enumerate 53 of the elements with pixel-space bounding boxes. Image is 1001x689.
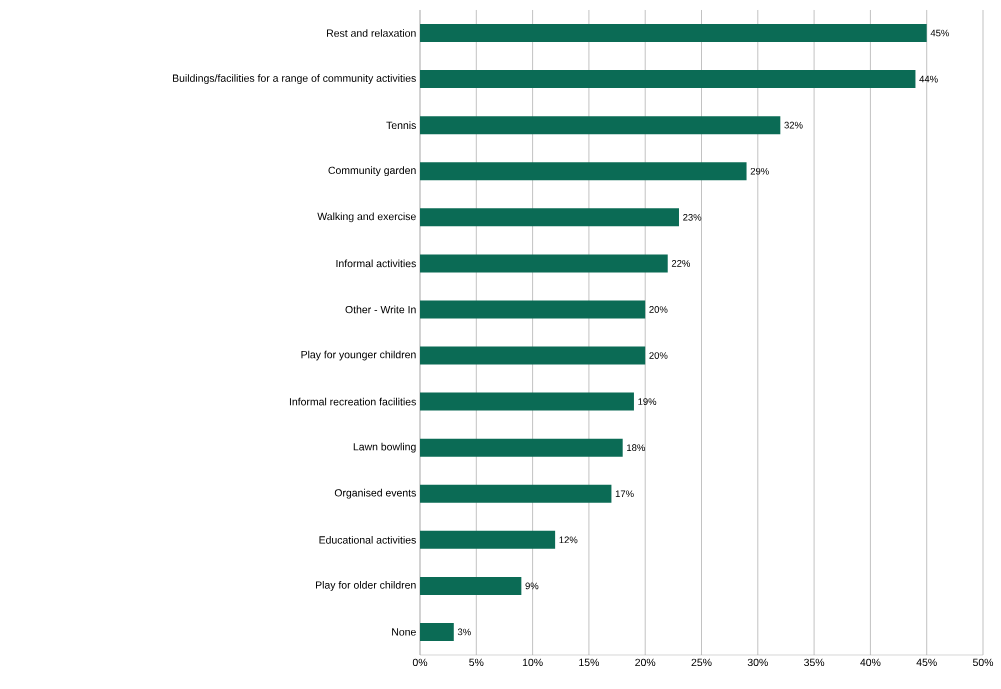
bar [420,116,781,135]
data-label: 20% [649,352,668,359]
bar [420,576,522,595]
y-tick-label: Community garden [328,166,416,177]
y-tick-label: Lawn bowling [353,442,416,453]
data-label: 20% [649,306,668,313]
bar [420,346,646,365]
x-tick-label: 25% [691,658,712,667]
y-tick-label: Buildings/facilities for a range of community activities [172,74,416,84]
data-label: 19% [638,398,657,405]
bar [420,254,668,273]
y-tick-label: Play for younger children [301,350,416,361]
data-label: 12% [559,536,578,544]
bar [420,70,916,89]
x-tick-label: 20% [635,658,656,667]
y-tick-label: Informal activities [336,259,416,268]
x-tick-label: 10% [522,658,543,667]
data-label: 18% [627,444,645,452]
x-tick-label: 5% [469,658,484,667]
y-tick-label: Informal recreation facilities [289,397,416,406]
bar [420,622,454,641]
data-label: 23% [683,213,702,221]
x-tick-label: 30% [747,658,768,667]
y-tick-label: Other - Write In [345,305,416,314]
y-tick-label: None [392,628,416,636]
data-label: 9% [525,582,539,590]
bar [420,162,747,181]
bar [420,392,634,411]
y-tick-label: Tennis [386,121,416,130]
x-tick-label: 0% [412,658,428,667]
y-tick-label: Educational activities [319,535,416,544]
bar [420,484,612,503]
data-label: 29% [750,167,769,175]
data-label: 22% [671,260,691,267]
data-label: 32% [784,121,803,129]
x-tick-label: 15% [579,658,599,667]
y-tick-label: Organised events [334,488,416,499]
y-tick-label: Play for older children [316,581,416,591]
y-tick-label: Rest and relaxation [327,29,416,37]
x-tick-label: 45% [916,658,937,667]
data-label: 3% [457,628,471,636]
bar [420,438,623,457]
bar [420,530,556,549]
x-tick-label: 35% [804,658,825,667]
y-tick-label: Walking and exercise [317,212,416,223]
data-label: 44% [919,75,938,83]
bar [420,208,679,227]
data-label: 45% [930,29,949,37]
bar [420,300,646,319]
data-label: 17% [615,490,634,498]
x-tick-label: 50% [972,658,994,667]
bar [420,24,927,43]
x-tick-label: 40% [860,658,881,667]
